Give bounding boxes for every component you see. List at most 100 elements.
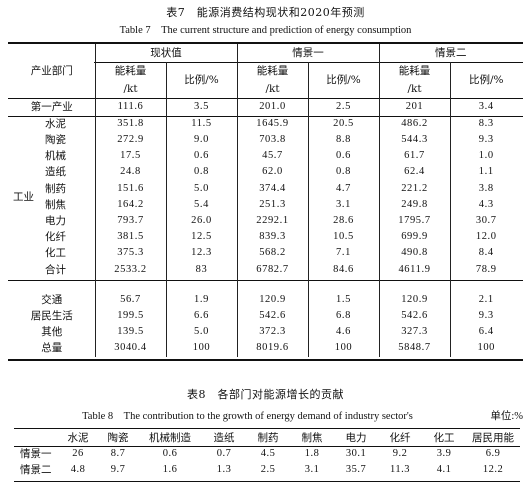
- table-row: 居民生活 199.5 6.6 542.6 6.8 542.6 9.3: [9, 308, 522, 325]
- cell: 201: [378, 98, 450, 116]
- cell: 2.1: [449, 291, 522, 309]
- table8-caption-en: Table 8 The contribution to the growth o…: [82, 411, 413, 422]
- cell: 201.0: [236, 98, 308, 116]
- other-rows: 交通 56.7 1.9 120.9 1.5 120.9 2.1 居民生活 199.5 6.6 542…: [9, 291, 522, 357]
- cell: 6.6: [165, 308, 237, 325]
- cell: 1.0: [449, 148, 522, 165]
- cell: 62.4: [378, 164, 450, 181]
- column-header: 造纸: [213, 431, 235, 444]
- cell: 5.4: [165, 196, 237, 214]
- table8-caption-cn: 表8 各部门对能源增长的贡献: [187, 388, 344, 401]
- cell: 544.3: [378, 132, 450, 149]
- cell: 2533.2: [94, 261, 166, 278]
- column-header: 化工: [433, 431, 455, 444]
- column-header: 机械制造: [149, 431, 191, 444]
- cell: 1.8: [304, 447, 320, 459]
- cell: 151.6: [94, 180, 166, 197]
- cell: 568.2: [236, 245, 308, 262]
- cell: 8019.6: [236, 340, 308, 357]
- table7-caption-en: Table 7 The current structure and predic…: [119, 25, 412, 36]
- cell: 4.1: [436, 463, 452, 475]
- cell: 2.5: [260, 463, 276, 475]
- cell: 4.5: [260, 447, 276, 459]
- column-header: 居民用能: [472, 431, 514, 444]
- cell: 8.8: [307, 132, 379, 149]
- column-header: 陶瓷: [107, 431, 129, 444]
- industry-rows: 工业 水泥 351.8 11.5 1645.9 20.5 486.2 8.3 陶瓷 272.9 9.…: [9, 116, 522, 278]
- cell: 221.2: [378, 180, 450, 197]
- cell: 9.2: [392, 447, 408, 459]
- energy-header-3b: /kt: [378, 80, 450, 98]
- cell: 3.1: [304, 463, 320, 475]
- cell: 0.8: [307, 164, 379, 181]
- cell: 100: [165, 340, 237, 357]
- table-row: 陶瓷 272.9 9.0 703.8 8.8 544.3 9.3: [9, 132, 522, 149]
- cell: 62.0: [236, 164, 308, 181]
- group-header-current: 现状值: [94, 44, 237, 62]
- column-header: 水泥: [67, 431, 89, 444]
- cell: 111.6: [94, 98, 166, 116]
- cell: 164.2: [94, 196, 166, 214]
- table8-unit: 单位:%: [490, 411, 523, 422]
- cell: 12.3: [165, 245, 237, 262]
- cell: 375.3: [94, 245, 166, 262]
- table-row: 总量 3040.4 100 8019.6 100 5848.7 100: [9, 340, 522, 357]
- table-row: 第一产业 111.6 3.5 201.0 2.5 201 3.4: [9, 98, 522, 116]
- cell: 120.9: [236, 291, 308, 309]
- cell: 490.8: [378, 245, 450, 262]
- table8: 水泥 陶瓷 机械制造 造纸 制药 制焦 电力 化纤 化工 居民用能 情景一 26 8.7 0.6 0.7 4…: [14, 430, 520, 478]
- column-header: 电力: [345, 431, 367, 444]
- table-row: 工业 水泥 351.8 11.5 1645.9 20.5 486.2 8.3: [9, 116, 522, 202]
- cell: 0.6: [162, 447, 178, 459]
- row-label: 化工: [45, 247, 66, 260]
- ratio-header-1: 比例/%: [165, 62, 237, 98]
- industry-group-label: 工业: [13, 190, 34, 203]
- cell: 3.4: [449, 98, 522, 116]
- table-row: 合计 2533.2 83 6782.7 84.6 4611.9 78.9: [9, 261, 522, 278]
- cell: 1795.7: [378, 213, 450, 230]
- cell: 0.6: [307, 148, 379, 165]
- cell: 699.9: [378, 229, 450, 246]
- table8-bottom-rule: [14, 481, 520, 483]
- cell: 839.3: [236, 229, 308, 246]
- row-label: 水泥: [45, 117, 66, 130]
- cell: 703.8: [236, 132, 308, 149]
- table7: 产业部门 现状值 情景一 情景二 能耗量 比例/% 能耗量 比例/% 能耗量 比…: [9, 44, 522, 357]
- ratio-header-2: 比例/%: [307, 62, 379, 98]
- cell: 3.9: [436, 447, 452, 459]
- cell: 12.5: [165, 229, 237, 246]
- cell: 2292.1: [236, 213, 308, 230]
- energy-header-1a: 能耗量: [94, 62, 166, 80]
- row-label: 陶瓷: [45, 134, 66, 147]
- table-row: 制焦 164.2 5.4 251.3 3.1 249.8 4.3: [9, 196, 522, 214]
- column-header: 制药: [257, 431, 279, 444]
- cell: 1645.9: [236, 116, 308, 133]
- cell: 6782.7: [236, 261, 308, 278]
- cell: 9.3: [449, 132, 522, 149]
- cell: 249.8: [378, 196, 450, 214]
- energy-header-2a: 能耗量: [236, 62, 308, 80]
- cell: 26.0: [165, 213, 237, 230]
- cell: 0.6: [165, 148, 237, 165]
- cell: 3040.4: [94, 340, 166, 357]
- cell: 351.8: [94, 116, 166, 133]
- sector-header: 产业部门: [30, 64, 73, 77]
- cell: 84.6: [307, 261, 379, 278]
- cell: 11.5: [165, 116, 237, 133]
- cell: 272.9: [94, 132, 166, 149]
- table-row: 电力 793.7 26.0 2292.1 28.6 1795.7 30.7: [9, 213, 522, 230]
- group-header-scenario1: 情景一: [236, 44, 379, 62]
- cell: 381.5: [94, 229, 166, 246]
- cell: 1.9: [165, 291, 237, 309]
- cell: 56.7: [94, 291, 166, 309]
- cell: 1.3: [216, 463, 232, 475]
- table7-caption-cn: 表7 能源消费结构现状和2020年预测: [166, 6, 365, 19]
- cell: 4.8: [70, 463, 86, 475]
- table-row: 造纸 24.8 0.8 62.0 0.8 62.4 1.1: [9, 164, 522, 181]
- cell: 6.9: [485, 447, 501, 459]
- cell: 100: [449, 340, 522, 357]
- cell: 120.9: [378, 291, 450, 309]
- cell: 0.7: [216, 447, 232, 459]
- cell: 8.7: [110, 447, 126, 459]
- cell: 12.0: [449, 229, 522, 246]
